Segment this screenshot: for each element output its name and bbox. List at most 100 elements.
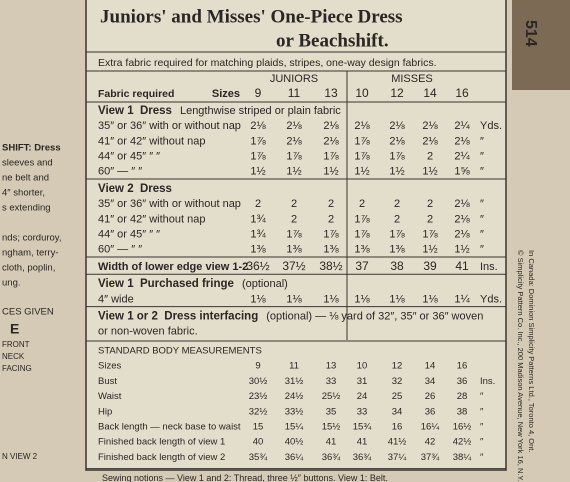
row-label: Finished back length of view 1 [98, 437, 225, 448]
cell: 34 [425, 376, 436, 387]
cell: 37½ [282, 259, 305, 273]
cell: 2 [255, 198, 261, 210]
cell: 37¾ [421, 452, 441, 463]
cell: 2 [359, 198, 365, 210]
cell: 2⅛ [389, 135, 405, 147]
cell: 2 [427, 198, 433, 210]
cell: 10 [357, 361, 368, 372]
size-header: 14 [423, 86, 437, 100]
column-group: JUNIORS [270, 73, 318, 85]
row-label: 41″ or 42″ without nap [98, 213, 205, 225]
size-header: 13 [324, 86, 338, 100]
cell: 40½ [285, 437, 304, 448]
section-heading: View 1 or 2 Dress interfacing [98, 311, 258, 323]
side-text: FRONT [2, 340, 30, 349]
section-heading: View 2 Dress [98, 183, 172, 195]
cell: 1⅞ [286, 151, 302, 163]
cell: 25½ [322, 391, 341, 402]
unit: Yds. [480, 120, 502, 132]
side-text: 4″ shorter, [2, 188, 45, 199]
sewing-notions: Sewing notions — View 1 and 2: Thread, t… [102, 473, 388, 482]
cell: 2⅛ [354, 120, 370, 132]
unit: ″ [480, 452, 484, 463]
cell: 2 [328, 198, 334, 210]
section-subheading: Lengthwise striped or plain fabric [180, 105, 341, 117]
row-label: 4″ wide [98, 293, 134, 305]
cell: 1⅝ [454, 166, 470, 178]
row-label: 35″ or 36″ with or without nap [98, 198, 241, 210]
cell: 36¼ [285, 452, 305, 463]
column-group: MISSES [391, 73, 433, 85]
cell: 2⅛ [454, 198, 470, 210]
cell: 2⅛ [422, 120, 438, 132]
cell: 38½ [319, 259, 342, 273]
cell: 1⅞ [389, 229, 405, 241]
side-text: NECK [2, 352, 25, 361]
side-text: nds; corduroy, [2, 233, 62, 244]
cell: 2 [291, 213, 297, 225]
cell: 38 [457, 406, 468, 417]
size-header: 11 [288, 86, 301, 100]
cell: 32½ [249, 406, 268, 417]
side-text: sleeves and [2, 158, 53, 169]
cell: 2 [328, 213, 334, 225]
row-label: Width of lower edge view 1-2 [98, 261, 248, 273]
cell: 2 [427, 213, 433, 225]
unit: Yds. [480, 293, 502, 305]
cell: 33 [357, 406, 368, 417]
cell: 2⅛ [250, 120, 266, 132]
cell: 1⅞ [354, 151, 370, 163]
cell: 1⅞ [250, 135, 266, 147]
cell: 1⅜ [389, 244, 405, 256]
cell: 23½ [249, 391, 268, 402]
row-label: 41″ or 42″ without nap [98, 135, 205, 147]
pattern-number: 514 [522, 20, 539, 47]
cell: 2 [394, 213, 400, 225]
cell: 1½ [422, 244, 437, 256]
cell: 1½ [286, 166, 301, 178]
unit: ″ [480, 213, 484, 225]
cell: 24 [357, 391, 368, 402]
section-heading: STANDARD BODY MEASUREMENTS [98, 346, 262, 357]
title: or Beachshift. [276, 30, 389, 51]
cell: 36¾ [353, 452, 373, 463]
cell: 1⅞ [389, 151, 405, 163]
imprint: © Simplicity Pattern Co. Inc., 200 Madis… [516, 250, 525, 482]
unit: ″ [480, 198, 484, 210]
cell: 1⅛ [323, 293, 339, 305]
side-text: ung. [2, 278, 21, 289]
unit: Ins. [480, 376, 495, 387]
side-text: SHIFT: Dress [2, 143, 61, 154]
cell: 41 [357, 437, 368, 448]
section-heading: View 1 Dress [98, 105, 172, 117]
unit: ″ [480, 422, 484, 433]
row-label: or non-woven fabric. [98, 326, 198, 338]
cell: 26 [425, 391, 436, 402]
unit: ″ [480, 151, 484, 163]
cell: 2⅛ [422, 135, 438, 147]
cell: 1⅞ [354, 229, 370, 241]
cell: 38¼ [453, 452, 473, 463]
cell: 25 [392, 391, 403, 402]
section-subheading: (optional) [242, 278, 288, 290]
cell: 16 [457, 361, 468, 372]
side-text: N VIEW 2 [2, 452, 38, 461]
section-subheading: (optional) — ⅛ yard of 32″, 35″ or 36″ w… [266, 311, 483, 323]
cell: 2 [291, 198, 297, 210]
cell: 2¼ [454, 151, 470, 163]
cell: 1⅛ [389, 293, 405, 305]
unit: ″ [480, 229, 484, 241]
cell: 1⅞ [286, 229, 302, 241]
cell: 1⅛ [422, 293, 438, 305]
cell: 36 [457, 376, 468, 387]
cell: 30½ [249, 376, 268, 387]
cell: 38 [390, 259, 404, 273]
cell: 2 [394, 198, 400, 210]
cell: 16 [392, 422, 403, 433]
cell: 37¼ [388, 452, 408, 463]
row-label: Finished back length of view 2 [98, 452, 225, 463]
cell: 2⅛ [286, 135, 302, 147]
cell: 37 [355, 259, 369, 273]
cell: 32 [392, 376, 403, 387]
unit: ″ [480, 391, 484, 402]
